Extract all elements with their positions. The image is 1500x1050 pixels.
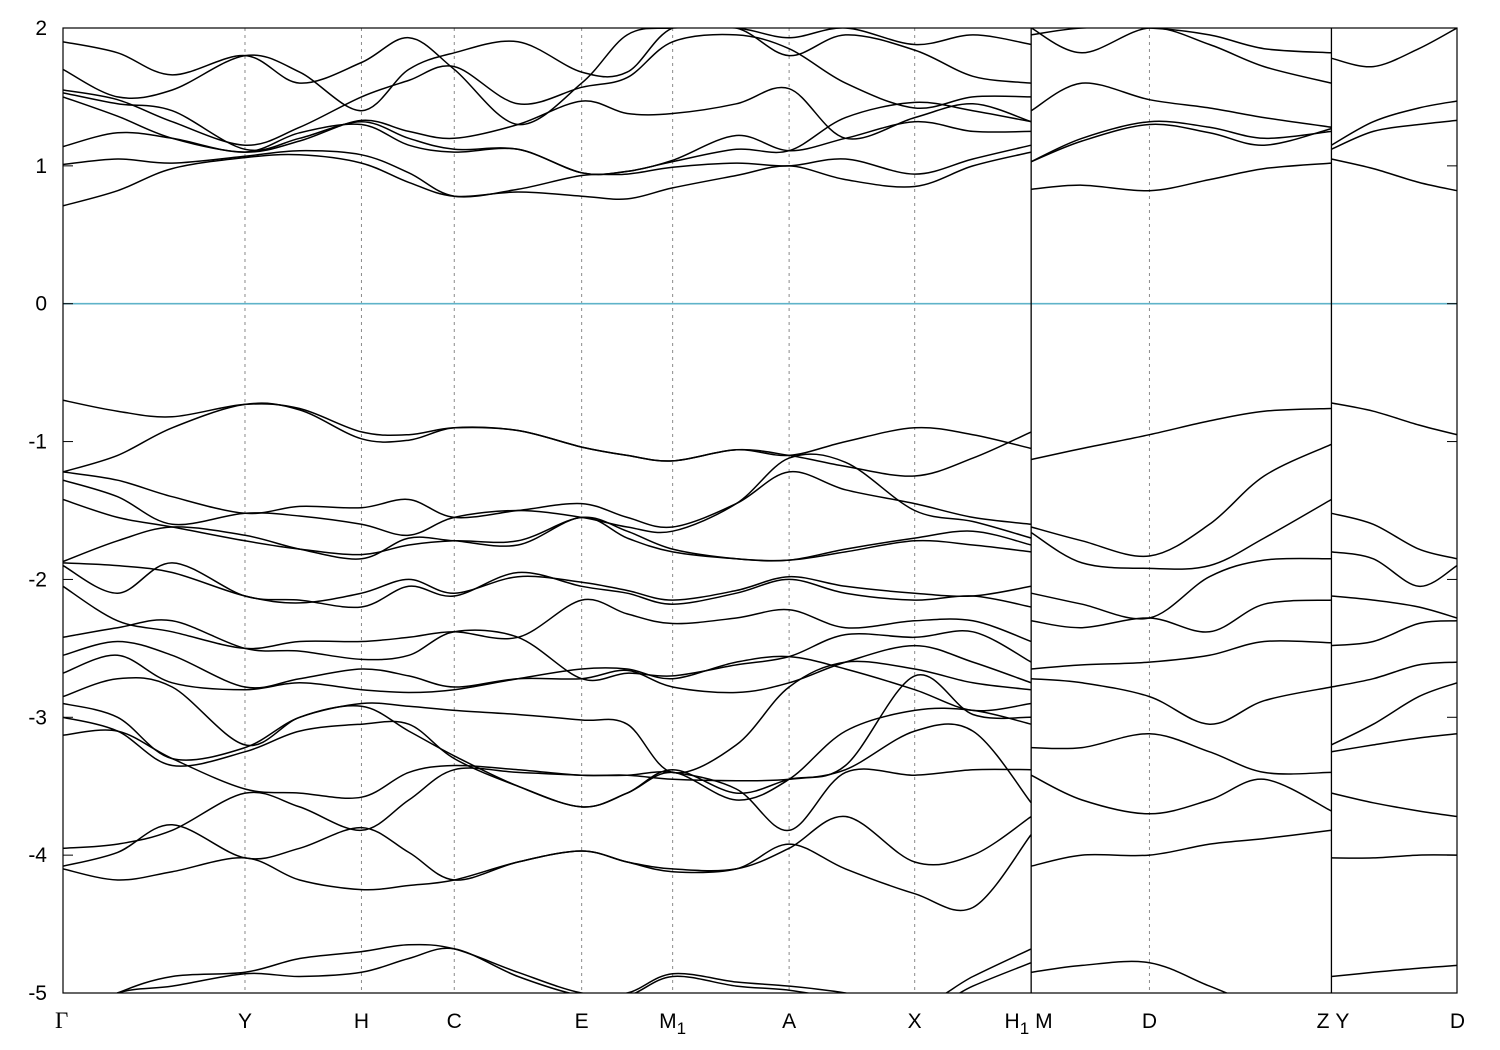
band-line-seg2-12: [1031, 640, 1332, 670]
y-tick-label: -1: [28, 431, 47, 454]
y-tick-label: -3: [28, 706, 47, 729]
band-line-seg3-14: [1331, 854, 1457, 859]
band-line-seg3-2: [1331, 119, 1457, 150]
kpoint-label: D: [1450, 1010, 1465, 1033]
band-line-seg1-17: [63, 585, 1032, 650]
x-axis-kpoint-labels: Γ Y H C E M1 A X H1 M D Z Y D: [55, 1008, 1465, 1038]
kpoint-label: X: [908, 1010, 922, 1033]
band-line-seg1-1: [63, 151, 1032, 207]
band-line-seg2-13: [1031, 677, 1332, 725]
y-tick-label: 0: [35, 293, 47, 316]
kpoint-label: Y: [1335, 1010, 1349, 1033]
band-line-seg1-18: [63, 619, 1032, 682]
y-tick-label: 1: [35, 155, 47, 178]
band-line-seg1-19: [63, 640, 1032, 694]
kpoint-gridlines: [244, 28, 1150, 993]
band-line-seg2-15: [1030, 774, 1332, 815]
kpoint-label: E: [575, 1010, 589, 1033]
band-line-seg2-1: [1031, 162, 1332, 192]
kpoint-label: D: [1142, 1010, 1157, 1033]
band-line-seg2-11: [1031, 599, 1332, 633]
band-line-seg3-7: [1331, 551, 1457, 588]
band-line-seg1-15: [63, 562, 1032, 604]
y-tick-label: -4: [28, 844, 47, 867]
band-line-seg1-20: [63, 654, 1032, 712]
band-line-seg3-3: [1331, 100, 1457, 146]
band-line-seg2-17: [1031, 960, 1229, 993]
plot-frame: [62, 27, 1458, 994]
band-line-seg1-29: [115, 947, 1032, 993]
band-line-seg3-12: [1331, 733, 1457, 753]
y-tick-label: -2: [28, 568, 47, 591]
band-line-seg2-7: [1031, 407, 1332, 461]
kpoint-label: C: [447, 1010, 462, 1033]
kpoint-label: Z: [1317, 1010, 1330, 1033]
band-line-seg2-8: [1031, 443, 1332, 558]
kpoint-label: H1: [1005, 1010, 1030, 1038]
band-line-seg2-9: [1030, 498, 1332, 570]
band-line-seg3-8: [1331, 595, 1457, 619]
band-line-seg2-5: [1030, 28, 1332, 84]
band-line-seg1-25: [63, 767, 1032, 850]
band-line-seg1-9: [63, 399, 1032, 477]
segment-breaks: [1030, 28, 1333, 993]
band-line-seg1-10: [63, 402, 1032, 473]
band-line-seg3-10: [1331, 661, 1457, 688]
kpoint-label: M1: [659, 1010, 686, 1038]
band-line-seg2-2: [1030, 120, 1332, 163]
band-line-seg1-4: [63, 86, 1032, 153]
band-line-seg1-5: [63, 33, 1032, 146]
kpoint-label: H: [354, 1010, 369, 1033]
band-line-seg3-15: [1331, 964, 1457, 978]
band-line-seg1-13: [63, 498, 1032, 562]
band-line-seg1-14: [63, 516, 1032, 563]
band-line-seg1-22: [63, 673, 1032, 808]
band-line-seg1-28: [115, 943, 1032, 993]
band-line-seg1-2: [63, 144, 1032, 198]
kpoint-label: A: [782, 1010, 796, 1033]
kpoint-label: Γ: [55, 1008, 68, 1033]
band-line-seg1-23: [63, 707, 1032, 808]
band-line-seg3-5: [1331, 402, 1457, 436]
band-line-seg2-14: [1031, 733, 1332, 775]
y-axis-ticks: -5 -4 -3 -2 -1 0 1 2: [28, 17, 1457, 1005]
band-line-seg2-16: [1031, 829, 1332, 867]
band-line-seg1-21: [63, 660, 1032, 774]
y-tick-label: 2: [35, 17, 47, 40]
band-line-seg3-6: [1331, 512, 1457, 560]
band-line-seg1-12: [63, 453, 1032, 539]
kpoint-label: M: [1035, 1010, 1053, 1033]
band-line-seg1-24: [63, 723, 1032, 804]
band-lines: [63, 28, 1457, 993]
band-line-seg3-13: [1331, 792, 1457, 818]
band-line-seg2-4: [1030, 82, 1332, 129]
band-line-seg2-10: [1031, 557, 1332, 620]
band-line-seg1-26: [63, 815, 1032, 881]
band-line-seg3-4: [1331, 28, 1457, 68]
band-line-seg1-27: [63, 834, 1032, 912]
band-line-seg3-1: [1331, 158, 1457, 192]
band-line-seg3-11: [1331, 682, 1457, 746]
kpoint-label: Y: [238, 1010, 252, 1033]
band-line-seg2-6: [1031, 28, 1332, 54]
band-line-seg1-8: [63, 92, 1032, 176]
band-line-seg1-11: [63, 471, 1032, 529]
band-line-seg1-16: [63, 562, 1032, 609]
band-line-seg3-9: [1331, 620, 1457, 647]
y-tick-label: -5: [28, 982, 47, 1005]
band-line-seg1-6: [63, 28, 1032, 112]
band-line-seg2-3: [1030, 123, 1332, 163]
